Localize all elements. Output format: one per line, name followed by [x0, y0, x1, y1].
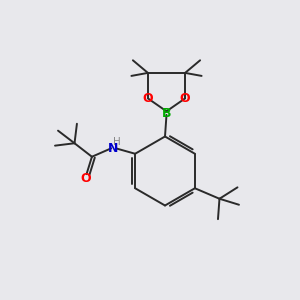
Text: O: O: [180, 92, 190, 105]
Text: N: N: [108, 142, 119, 155]
Text: B: B: [162, 107, 171, 120]
Text: O: O: [142, 92, 153, 105]
Text: O: O: [81, 172, 91, 184]
Text: H: H: [113, 137, 121, 147]
